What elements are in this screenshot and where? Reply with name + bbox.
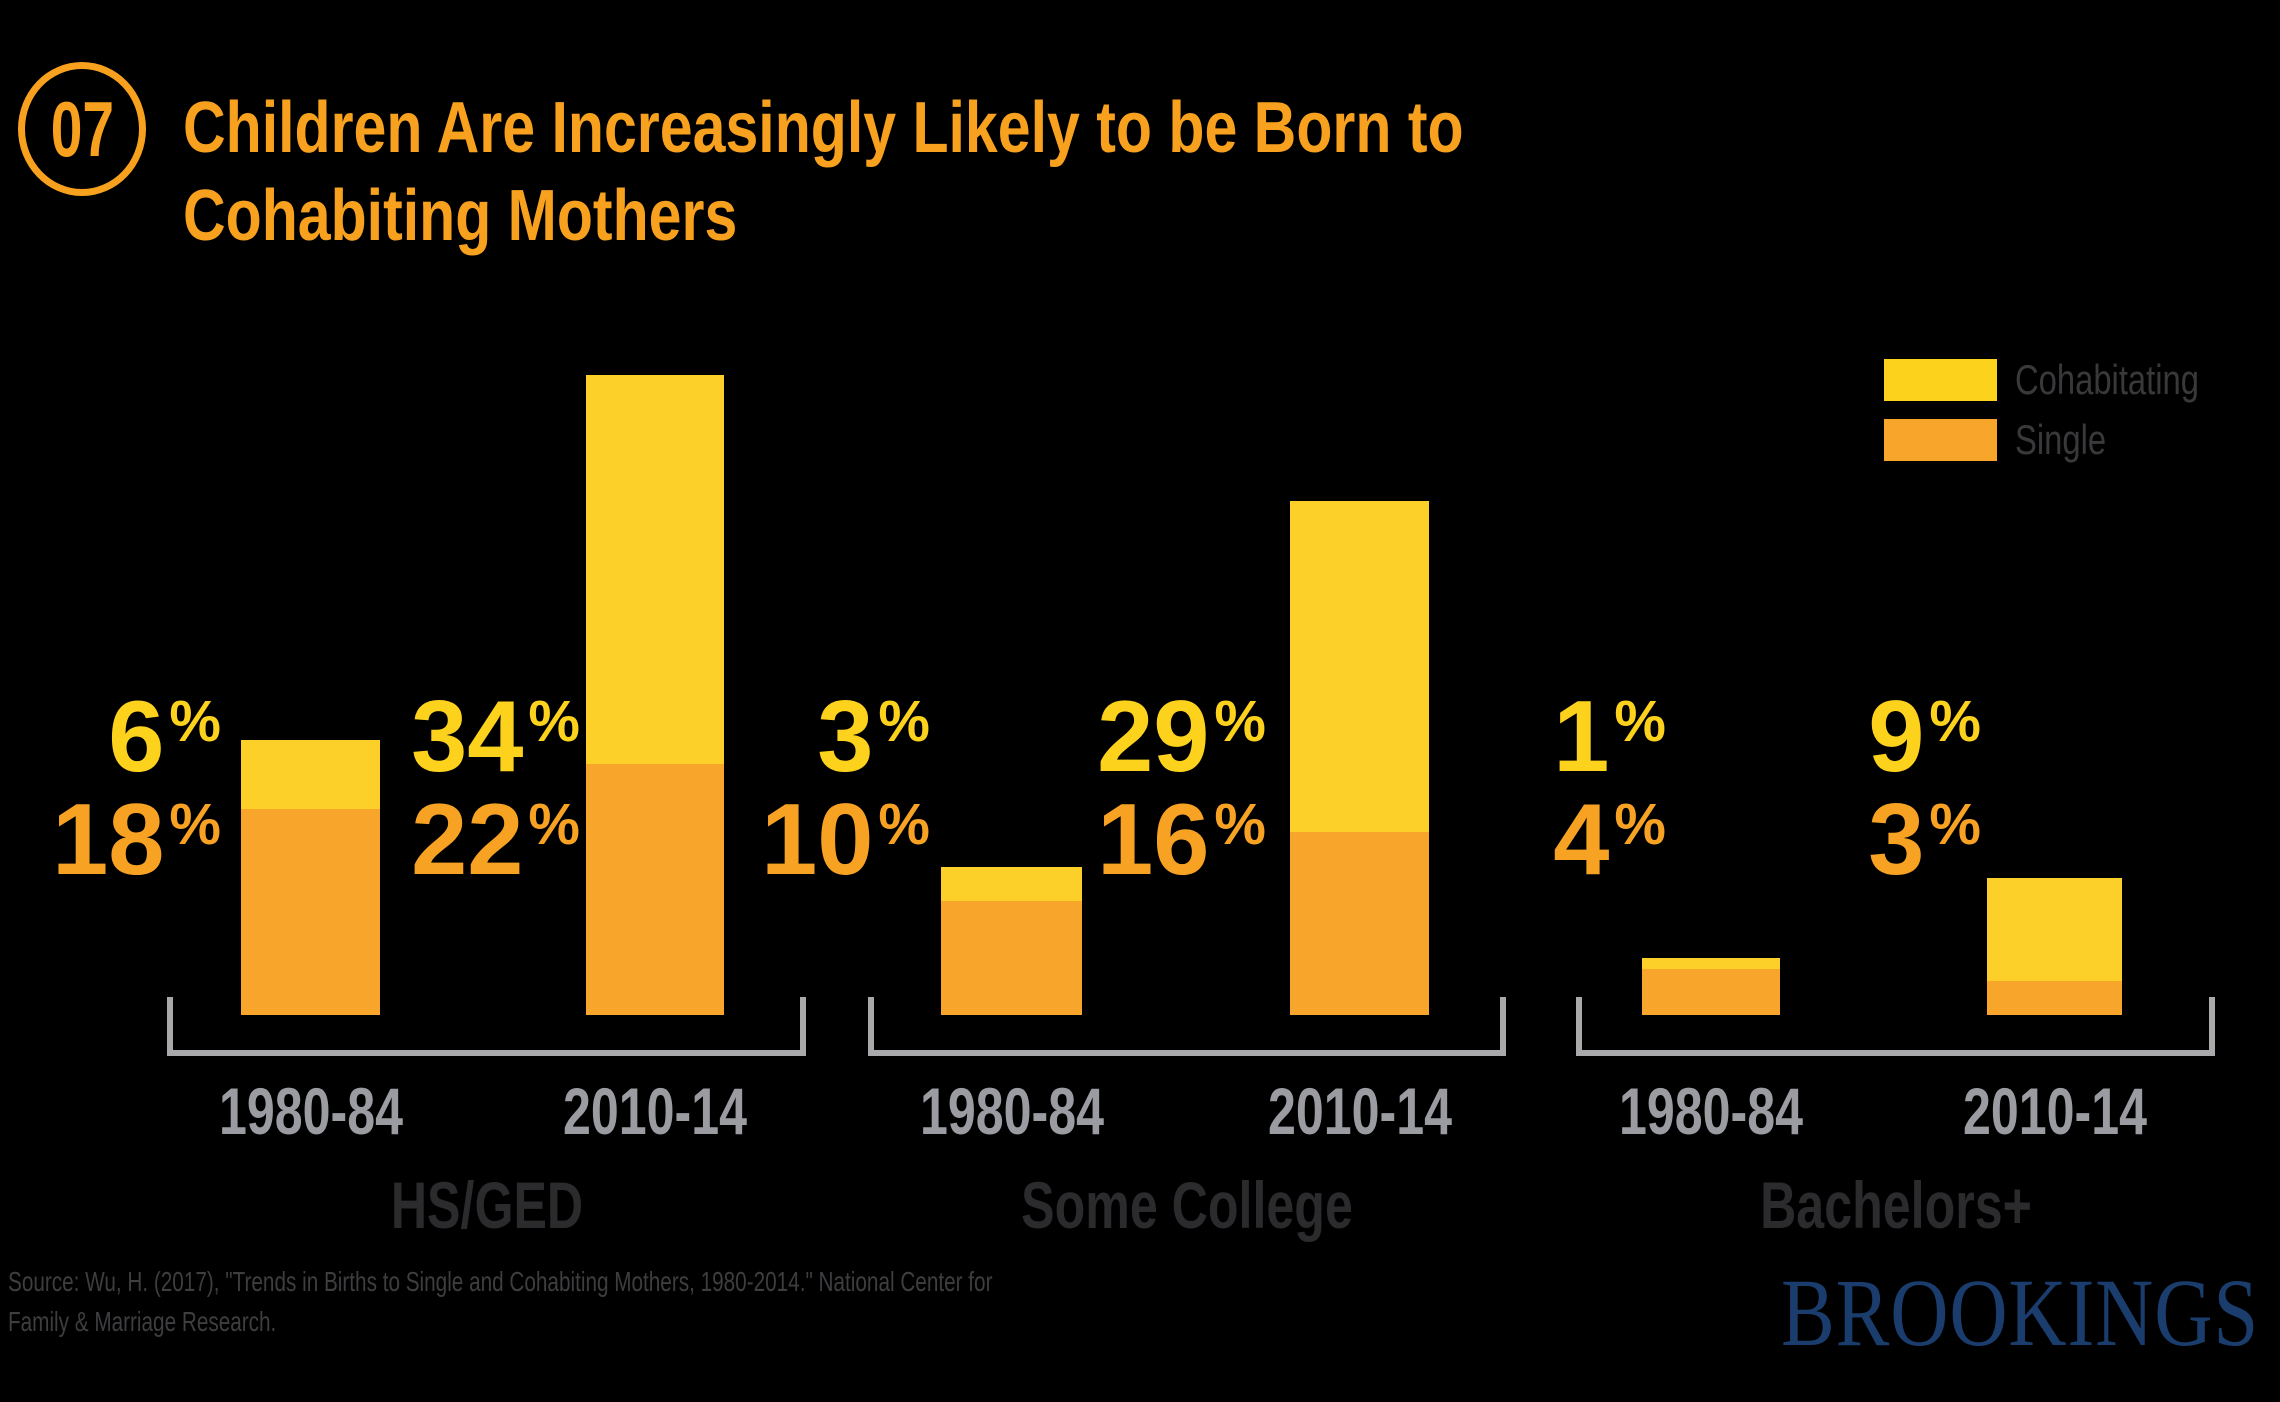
- chapter-number: 07: [50, 85, 114, 173]
- value-number: 34: [411, 681, 524, 793]
- value-label-cohabitating: 3%: [530, 686, 930, 789]
- percent-sign: %: [878, 689, 930, 754]
- value-number: 16: [1097, 784, 1210, 896]
- value-label-single: 10%: [530, 789, 930, 892]
- percent-sign: %: [1614, 792, 1666, 857]
- value-labels: 1% 4%: [1266, 686, 1666, 892]
- legend-swatch-cohabitating: [1884, 359, 1997, 401]
- bar: [241, 740, 380, 1015]
- legend-label-single: Single: [2015, 416, 2107, 463]
- percent-sign: %: [1929, 689, 1981, 754]
- source-line-2: Family & Marriage Research.: [8, 1306, 277, 1337]
- period-label: 1980-84: [1618, 1074, 1804, 1148]
- value-label-cohabitating: 34%: [180, 686, 580, 789]
- value-number: 1: [1553, 681, 1610, 793]
- bar: [1290, 501, 1429, 1015]
- value-number: 22: [411, 784, 524, 896]
- period-label: 2010-14: [562, 1074, 748, 1148]
- bar: [1642, 958, 1780, 1015]
- value-labels: 9% 3%: [1581, 686, 1981, 892]
- legend-item-single: Single: [1884, 416, 2132, 463]
- percent-sign: %: [528, 792, 580, 857]
- value-label-single: 16%: [866, 789, 1266, 892]
- bar-segment-cohabitating: [1987, 878, 2122, 981]
- percent-sign: %: [1214, 792, 1266, 857]
- bar-segment-cohabitating: [941, 867, 1082, 901]
- value-number: 3: [817, 681, 874, 793]
- group-bracket: [1576, 997, 2215, 1056]
- group-label: Some College: [1021, 1168, 1353, 1242]
- value-number: 3: [1868, 784, 1925, 896]
- percent-sign: %: [878, 792, 930, 857]
- percent-sign: %: [528, 689, 580, 754]
- legend-swatch-single: [1884, 419, 1997, 461]
- percent-sign: %: [169, 792, 221, 857]
- bar-segment-single: [941, 901, 1082, 1015]
- legend-label-cohabitating: Cohabitating: [2015, 356, 2199, 403]
- bar-segment-cohabitating: [1642, 958, 1780, 969]
- group-bracket: [167, 997, 806, 1056]
- bar: [941, 867, 1082, 1015]
- period-label: 2010-14: [1267, 1074, 1452, 1148]
- bar-segment-single: [1987, 981, 2122, 1015]
- period-label: 2010-14: [1962, 1074, 2147, 1148]
- bar-segment-cohabitating: [1290, 501, 1429, 832]
- value-label-single: 18%: [0, 789, 221, 892]
- brookings-logo: BROOKINGS: [1781, 1259, 2260, 1366]
- bar-segment-single: [241, 809, 380, 1015]
- value-label-cohabitating: 6%: [0, 686, 221, 789]
- value-number: 6: [108, 681, 165, 793]
- percent-sign: %: [1214, 689, 1266, 754]
- value-label-single: 22%: [180, 789, 580, 892]
- period-label: 1980-84: [218, 1074, 403, 1148]
- bar-segment-cohabitating: [586, 375, 724, 764]
- value-labels: 6% 18%: [0, 686, 221, 892]
- period-label: 1980-84: [919, 1074, 1104, 1148]
- bar: [586, 375, 724, 1015]
- percent-sign: %: [1929, 792, 1981, 857]
- legend-item-cohabitating: Cohabitating: [1884, 356, 2251, 403]
- value-labels: 3% 10%: [530, 686, 930, 892]
- percent-sign: %: [1614, 689, 1666, 754]
- bar-segment-single: [1290, 832, 1429, 1015]
- value-label-single: 3%: [1581, 789, 1981, 892]
- page-title: Children Are Increasingly Likely to be B…: [183, 88, 1464, 256]
- value-labels: 29% 16%: [866, 686, 1266, 892]
- value-label-cohabitating: 1%: [1266, 686, 1666, 789]
- value-labels: 34% 22%: [180, 686, 580, 892]
- value-label-single: 4%: [1266, 789, 1666, 892]
- bar-segment-cohabitating: [241, 740, 380, 809]
- group-bracket: [868, 997, 1506, 1056]
- source-line-1: Source: Wu, H. (2017), "Trends in Births…: [8, 1266, 993, 1297]
- value-number: 4: [1553, 784, 1610, 896]
- value-label-cohabitating: 9%: [1581, 686, 1981, 789]
- value-number: 29: [1097, 681, 1210, 793]
- value-label-cohabitating: 29%: [866, 686, 1266, 789]
- bar-segment-single: [586, 764, 724, 1015]
- source-note: Source: Wu, H. (2017), "Trends in Births…: [8, 1262, 1338, 1342]
- value-number: 18: [52, 784, 165, 896]
- value-number: 10: [761, 784, 874, 896]
- percent-sign: %: [169, 689, 221, 754]
- value-number: 9: [1868, 681, 1925, 793]
- chapter-badge: 07: [18, 62, 146, 196]
- group-label: Bachelors+: [1759, 1168, 2032, 1242]
- bar: [1987, 878, 2122, 1015]
- group-label: HS/GED: [390, 1168, 583, 1242]
- bar-segment-single: [1642, 969, 1780, 1015]
